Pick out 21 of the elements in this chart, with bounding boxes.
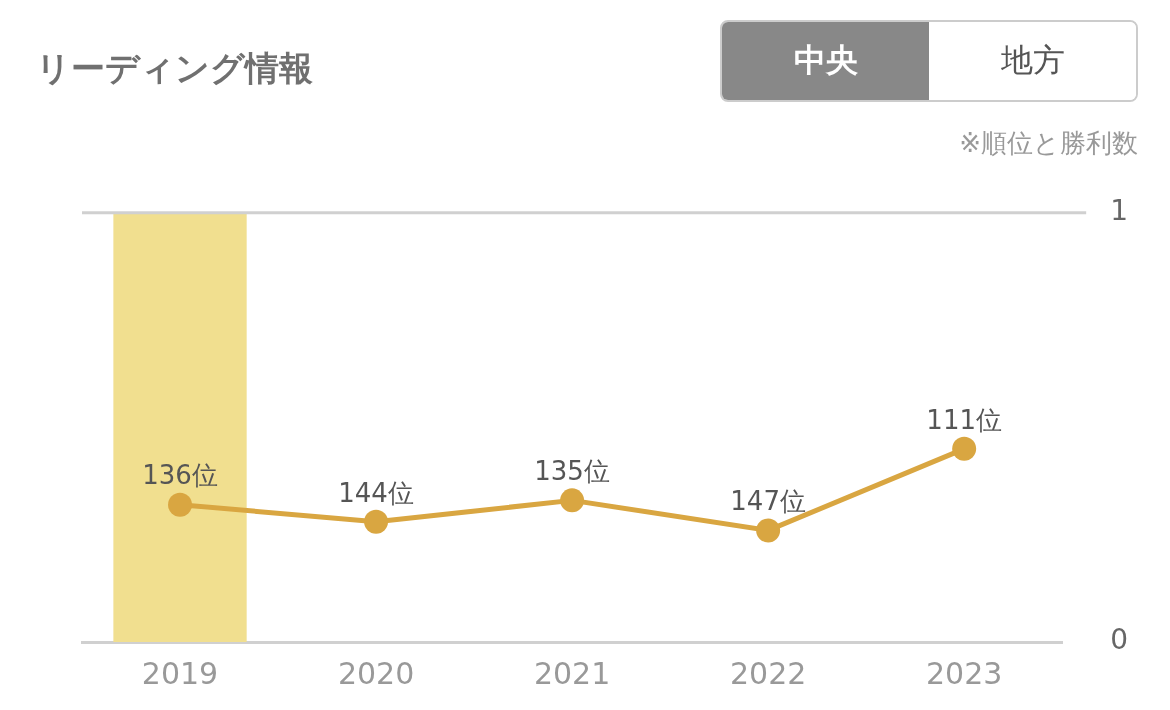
text: ※順位と勝利数: [959, 127, 1138, 160]
x-tick-label: 2019: [141, 655, 219, 691]
chart-title: リーディング情報: [36, 47, 313, 90]
x-tick-label: 2020: [337, 655, 415, 691]
annotation: 136位: [142, 460, 218, 491]
y-tick-label: 1: [1110, 194, 1129, 228]
y-tick-label: 0: [1110, 623, 1129, 657]
point: [952, 436, 977, 461]
x-tick-label: 2023: [925, 655, 1003, 691]
x-tick-label: 2022: [729, 655, 807, 691]
text: 中央: [722, 22, 929, 100]
text: 地方: [929, 22, 1136, 100]
point: [168, 492, 193, 517]
point: [560, 488, 585, 513]
annotation: 111位: [926, 404, 1002, 435]
point: [756, 518, 781, 543]
annotation: 144位: [338, 477, 414, 508]
annotation: 147位: [730, 486, 806, 517]
point: [364, 509, 389, 534]
annotation: 135位: [534, 456, 610, 487]
x-tick-label: 2021: [533, 655, 611, 691]
